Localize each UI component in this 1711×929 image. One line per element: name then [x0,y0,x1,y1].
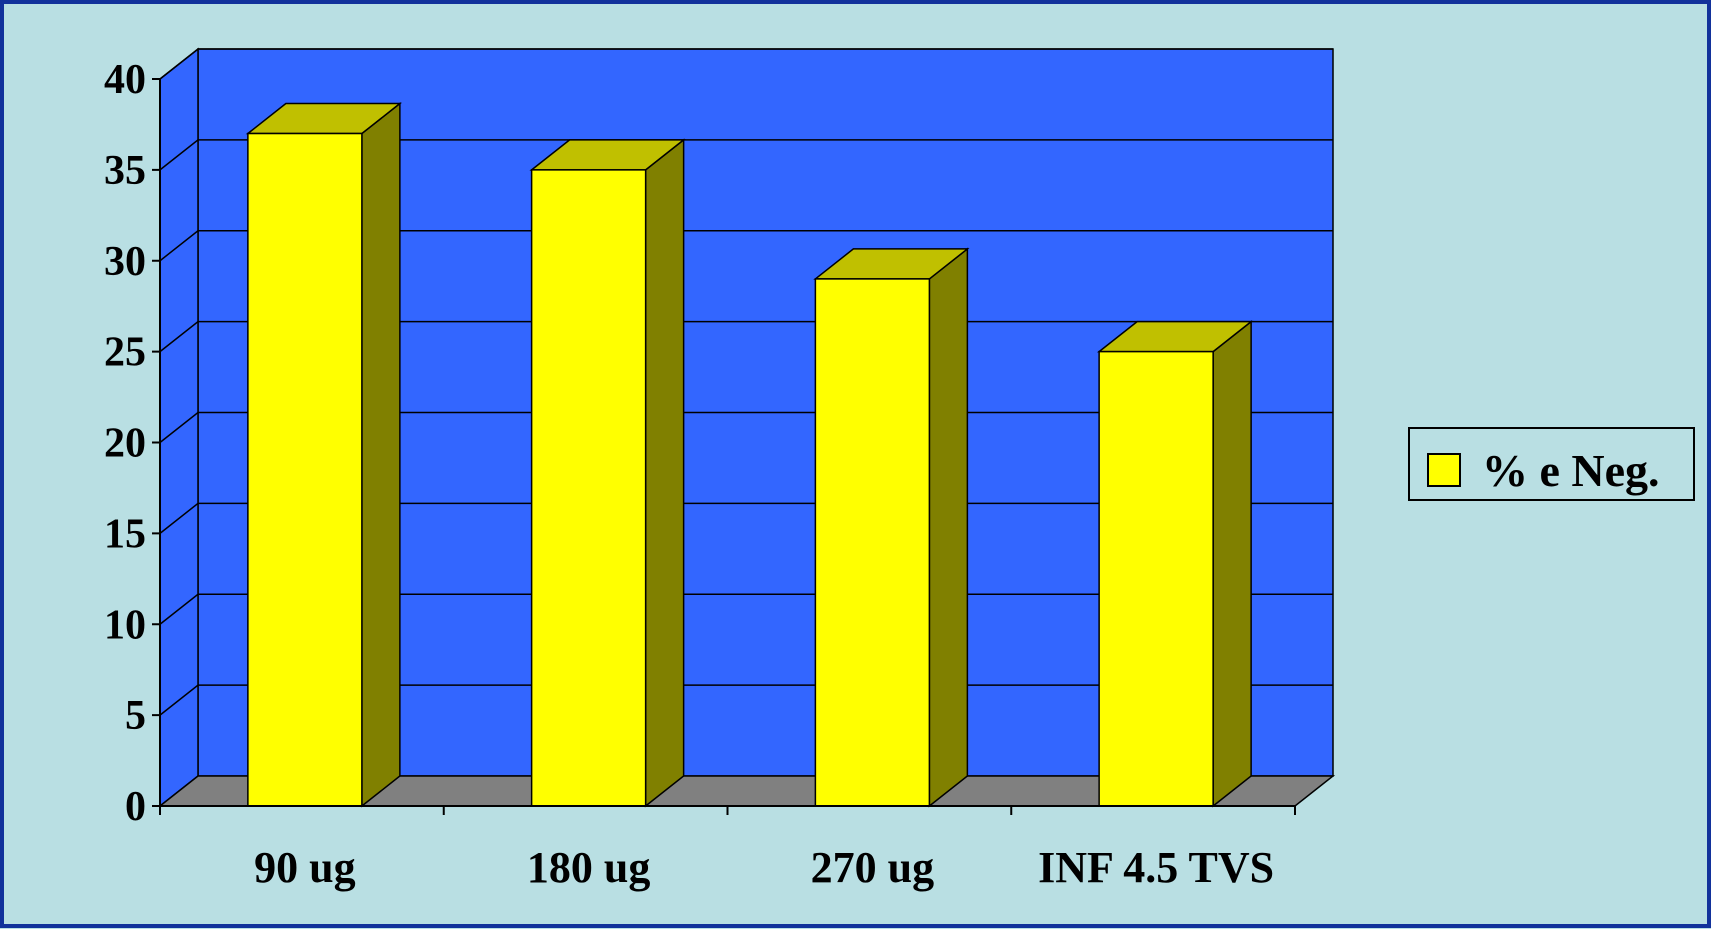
y-axis-ticks: 0 5 10 15 20 25 30 35 40 [104,57,146,830]
bar [245,101,403,808]
bar-front [814,278,931,807]
bar-side [361,101,401,808]
gridline [159,48,1333,80]
legend: % e Neg. [1408,427,1695,501]
y-tick-label: 5 [125,693,146,739]
legend-label: % e Neg. [1482,445,1660,496]
gridline [159,230,1333,262]
bar [813,247,970,808]
bar [529,138,686,808]
bar [1096,320,1254,808]
y-tick-label: 10 [104,602,146,648]
x-tick-label: 180 ug [527,843,650,892]
x-tick-label: 270 ug [811,843,934,892]
legend-box [1408,427,1695,501]
bar-side [644,138,685,808]
axes [152,78,1296,815]
x-tick-label: INF 4.5 TVS [1038,843,1274,892]
y-tick-label: 35 [104,148,146,194]
gridline [159,139,1333,171]
bar-front [530,169,647,807]
bar-side [1212,320,1252,808]
bars [245,101,1254,808]
bar-side [928,247,969,808]
legend-swatch [1427,453,1461,487]
x-axis-ticks: 90 ug 180 ug 270 ug INF 4.5 TVS [254,843,1274,892]
y-tick-label: 15 [104,511,146,557]
y-tick-label: 25 [104,330,146,376]
bar-front [247,132,363,807]
y-tick-label: 0 [125,784,146,830]
y-tick-label: 30 [104,239,146,285]
bar-front [1098,350,1214,807]
x-tick-label: 90 ug [254,843,355,892]
bar-chart: 0 5 10 15 20 25 30 35 40 90 ug 180 ug 270 ug INF 4.… [104,47,1695,892]
y-tick-label: 40 [104,57,146,103]
y-tick-label: 20 [104,421,146,467]
